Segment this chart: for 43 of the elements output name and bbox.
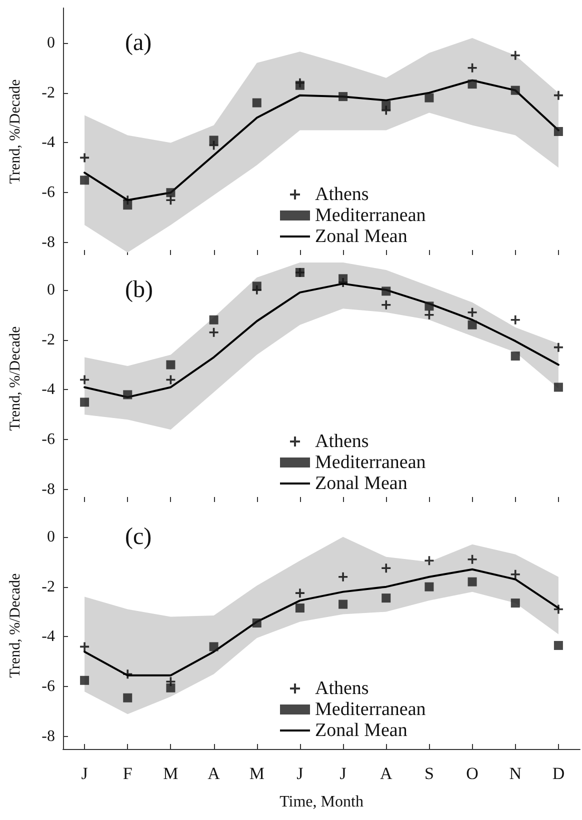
legend-label: Zonal Mean: [315, 226, 408, 247]
legend-label: Zonal Mean: [315, 720, 408, 741]
legend-label: Athens: [315, 678, 369, 699]
y-tick-label: -8: [42, 728, 55, 746]
y-tick-label: 0: [47, 528, 55, 546]
legend-label: Mediterranean: [315, 205, 426, 226]
x-tick-label: N: [509, 764, 522, 783]
x-tick-label: D: [552, 764, 565, 783]
y-tick-label: -2: [42, 331, 55, 348]
x-tick-label: F: [122, 764, 132, 783]
y-tick-label: -6: [42, 184, 55, 202]
y-tick-label: -2: [42, 578, 55, 596]
y-axis-title: Trend, %/Decade: [8, 78, 24, 184]
y-axis-title: Trend, %/Decade: [8, 572, 24, 678]
legend-label: Athens: [315, 184, 369, 205]
y-tick-label: -6: [42, 678, 55, 696]
legend-label: Mediterranean: [315, 452, 426, 473]
legend-label: Mediterranean: [315, 699, 426, 720]
text: (c): [125, 524, 152, 550]
y-tick-label: 0: [47, 34, 55, 52]
text: (a): [125, 30, 152, 56]
y-tick-label: -4: [42, 381, 55, 398]
y-axis-title: Trend, %/Decade: [8, 326, 24, 431]
x-tick-label: O: [466, 764, 478, 783]
legend-label: Athens: [315, 431, 369, 452]
legend-label: Zonal Mean: [315, 473, 408, 494]
y-tick-label: -8: [42, 481, 55, 498]
y-tick-label: -6: [42, 431, 55, 448]
x-tick-label: J: [340, 764, 347, 783]
y-tick-label: -8: [42, 234, 55, 252]
y-tick-label: -2: [42, 84, 55, 102]
y-tick-label: -4: [42, 134, 55, 152]
x-tick-label: J: [81, 764, 88, 783]
x-tick-label: J: [296, 764, 304, 783]
x-tick-label: A: [208, 764, 221, 783]
x-tick-label: A: [380, 764, 393, 783]
x-tick-label: S: [424, 764, 434, 783]
x-tick-label: M: [249, 764, 264, 783]
y-tick-label: -4: [42, 628, 55, 646]
text: (b): [125, 277, 153, 303]
y-tick-label: 0: [47, 281, 55, 298]
x-axis-title: Time, Month: [280, 794, 364, 810]
x-tick-label: M: [163, 764, 178, 783]
